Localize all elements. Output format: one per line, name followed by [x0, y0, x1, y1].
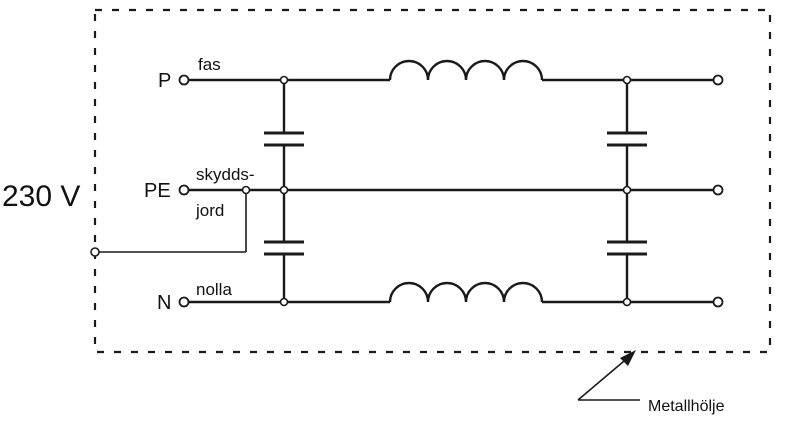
right-capacitors — [607, 80, 647, 302]
phase-wire-label: fas — [198, 55, 221, 74]
terminal-pe-circle — [178, 184, 190, 196]
earth-wire-label-line1: skydds- — [196, 165, 255, 184]
terminal-n-label: N — [157, 292, 171, 314]
voltage-label: 230 V — [2, 180, 80, 213]
input-terminals — [178, 74, 190, 308]
output-terminals — [712, 74, 724, 308]
neutral-inductor — [388, 281, 544, 303]
neutral-wire-label: nolla — [196, 280, 232, 299]
neutral-line — [188, 281, 714, 304]
enclosure-label: Metallhölje — [648, 398, 725, 415]
terminal-p-label: P — [158, 70, 171, 92]
enclosure-earth-connection — [90, 185, 251, 257]
terminal-pe-label: PE — [144, 180, 171, 202]
earth-wire-label-line2: jord — [195, 201, 224, 220]
enclosure-pointer-arrow — [577, 350, 640, 401]
terminal-p-circle — [178, 74, 190, 86]
phase-inductor — [388, 59, 544, 81]
terminal-n-circle — [178, 296, 190, 308]
phase-line — [188, 59, 714, 82]
junction-nodes — [279, 75, 632, 307]
